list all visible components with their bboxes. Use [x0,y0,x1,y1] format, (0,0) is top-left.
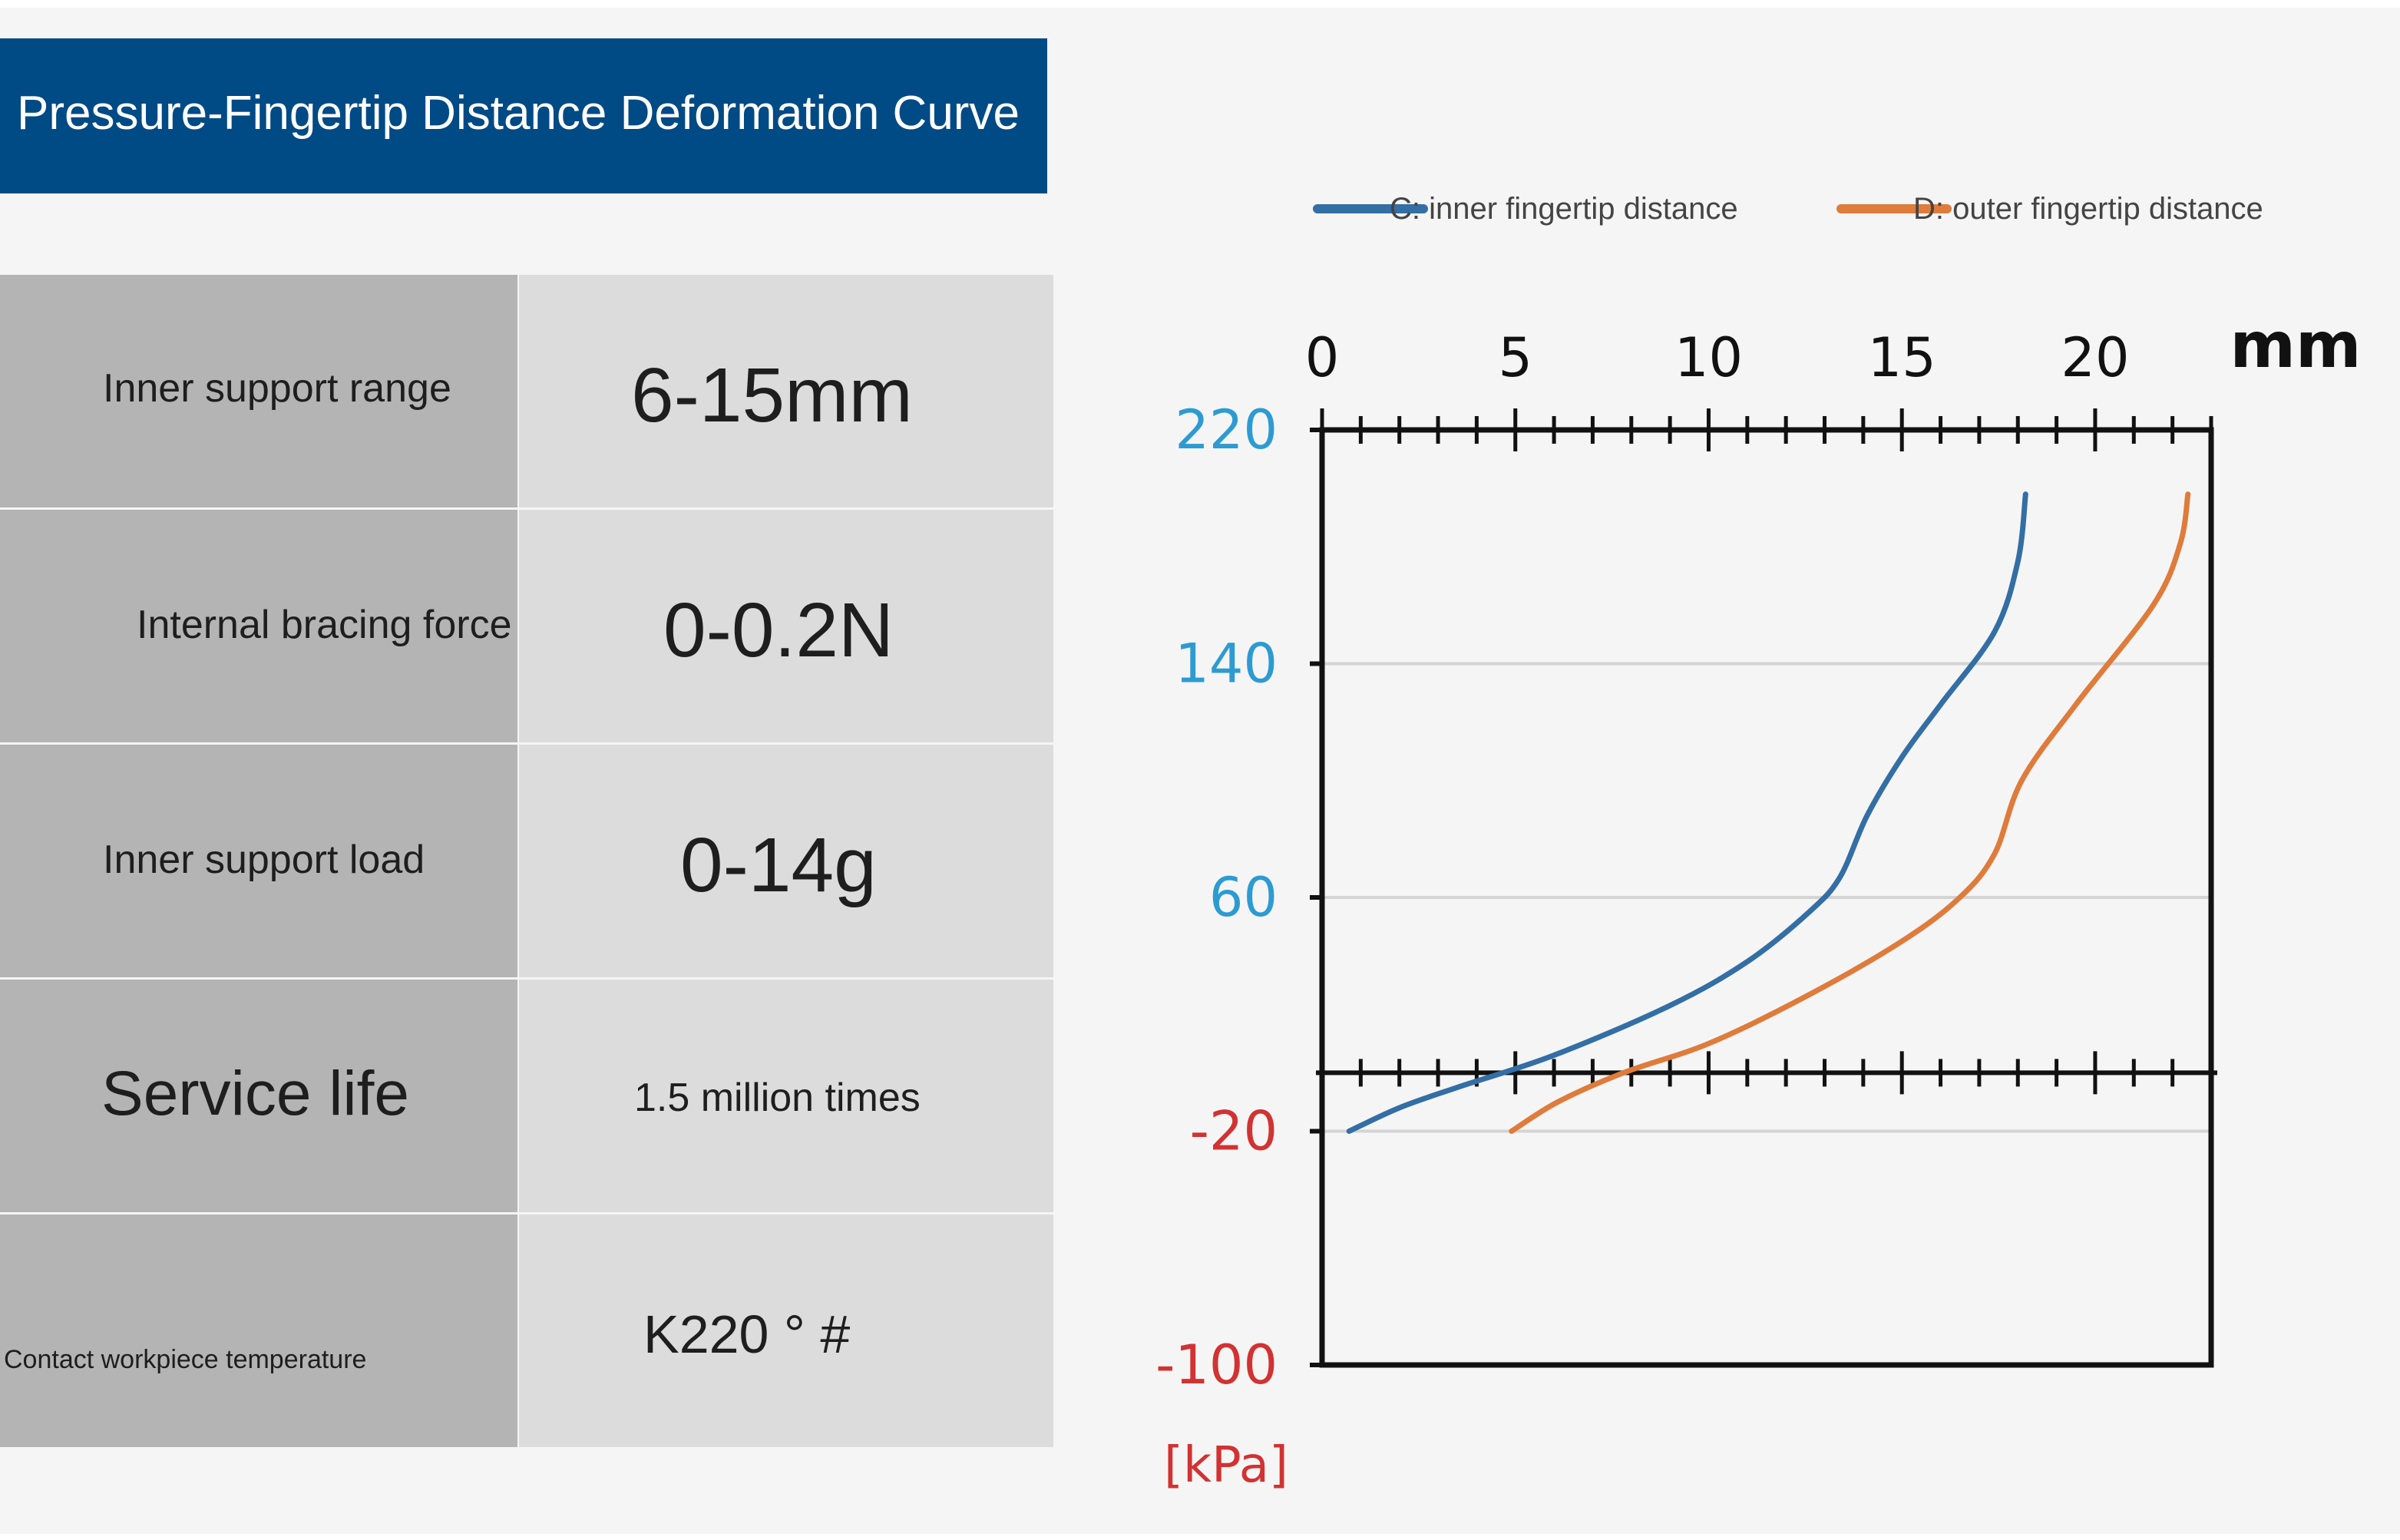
x-tick-label: 0 [1305,326,1340,389]
pressure-distance-chart: 0 5 10 15 20 mm 220 140 60 -20 -100 [kPa] [1155,309,2362,1494]
legend-swatch-series-c [1313,204,1428,213]
spec-label-cell: Service life [0,980,519,1212]
spec-table: Inner support range 6-15mm Internal brac… [0,275,1053,1447]
top-strip [0,0,2400,8]
legend-label-series-c: C: inner fingertip distance [1390,192,1738,226]
spec-label: Internal bracing force [137,603,512,647]
spec-label-cell: Internal bracing force [0,510,519,742]
spec-value: 1.5 million times [634,1076,921,1120]
title-bar: Pressure-Fingertip Distance Deformation … [0,38,1047,193]
spec-row-inner-support-load: Inner support load 0-14g [0,745,1053,980]
legend-label-series-d: D: outer fingertip distance [1913,192,2263,226]
spec-label: Inner support range [103,366,451,411]
x-tick-label: 20 [2061,326,2129,389]
spec-label-cell: Inner support load [0,745,519,977]
spec-row-inner-support-range: Inner support range 6-15mm [0,275,1053,510]
spec-row-service-life: Service life 1.5 million times [0,980,1053,1214]
spec-label-cell: Inner support range [0,275,519,507]
series-line-d [1509,491,2191,1134]
legend-item-series-c: C: inner fingertip distance [1313,186,1774,232]
x-tick-label: 15 [1868,326,1936,389]
spec-value-cell: 0-0.2N [519,510,1053,742]
y-tick-label: 60 [1209,866,1278,929]
spec-value: K220 ° # [643,1304,851,1364]
spec-label: Inner support load [103,838,425,882]
spec-value: 6-15mm [631,352,913,438]
y-tick-label: 140 [1175,633,1278,696]
spec-value-cell: 6-15mm [519,275,1053,507]
legend-item-series-d: D: outer fingertip distance [1836,186,2297,232]
spec-value-cell: 1.5 million times [519,980,1053,1212]
y-tick-label: -100 [1155,1333,1278,1396]
spec-value-cell: 0-14g [519,745,1053,977]
spec-value: 0-14g [680,822,877,908]
spec-label: Contact workpiece temperature [4,1345,367,1374]
legend-swatch-series-d [1836,204,1952,213]
y-unit-label: [kPa] [1164,1437,1288,1494]
series-line-c [1346,491,2028,1134]
bottom-strip [0,1534,2400,1540]
page-title: Pressure-Fingertip Distance Deformation … [17,87,1020,140]
spec-label-cell: Contact workpiece temperature [0,1214,519,1447]
spec-value: 0-0.2N [663,587,894,673]
x-tick-label: 10 [1674,326,1743,389]
spec-value-cell: K220 ° # [519,1214,1053,1447]
x-unit-label: mm [2230,309,2362,382]
spec-row-contact-workpiece-temperature: Contact workpiece temperature K220 ° # [0,1214,1053,1447]
y-tick-label: 220 [1175,398,1278,461]
y-tick-label: -20 [1190,1100,1278,1163]
spec-label: Service life [101,1059,410,1129]
x-tick-label: 5 [1498,326,1532,389]
spec-row-internal-bracing-force: Internal bracing force 0-0.2N [0,510,1053,745]
